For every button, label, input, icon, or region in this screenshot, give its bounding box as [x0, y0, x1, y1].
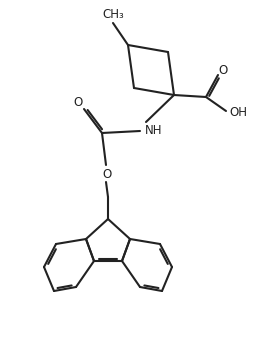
Text: NH: NH: [145, 123, 163, 136]
Text: CH₃: CH₃: [102, 9, 124, 22]
Text: O: O: [218, 64, 228, 77]
Text: O: O: [102, 168, 112, 181]
Text: OH: OH: [229, 106, 247, 119]
Text: O: O: [73, 96, 83, 109]
